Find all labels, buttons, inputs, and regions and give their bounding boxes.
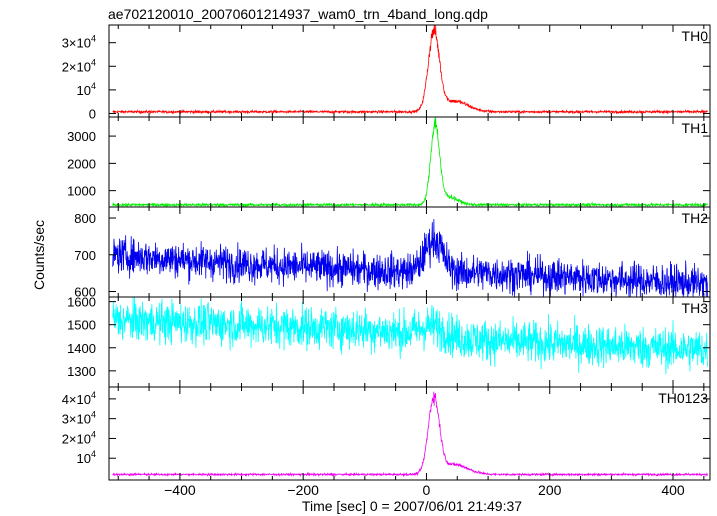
y-tick-label: 600 — [74, 284, 96, 299]
x-tick-label: −400 — [164, 482, 196, 498]
y-axis-label: Counts/sec — [31, 220, 47, 290]
y-tick-label: 2×104 — [62, 429, 96, 446]
figure-title: ae702120010_20070601214937_wam0_trn_4ban… — [108, 6, 488, 22]
y-tick-label: 3×104 — [62, 34, 96, 51]
panel-th2: 600 700 800 TH2 — [74, 206, 711, 299]
panel-th3: 1300 1400 1500 1600 TH3 — [67, 295, 711, 388]
y-tick-label: 2000 — [67, 156, 96, 171]
series-line-th0123 — [112, 391, 708, 478]
panel-name-th3: TH3 — [682, 300, 709, 316]
y-tick-label: 700 — [74, 248, 96, 263]
y-tick-label: 3000 — [67, 129, 96, 144]
series-line-th3 — [112, 297, 708, 375]
series-line-th0 — [112, 25, 708, 115]
y-tick-label: 0 — [89, 106, 96, 121]
panel-frame — [108, 24, 711, 118]
y-tick-label: 1300 — [67, 364, 96, 379]
panel-th0123: 104 2×104 3×104 4×104 TH0123 — [62, 386, 711, 481]
x-tick-label: 0 — [423, 482, 431, 498]
y-tick-label: 104 — [77, 81, 96, 98]
y-tick-label: 800 — [74, 211, 96, 226]
panel-name-th1: TH1 — [682, 120, 709, 136]
y-tick-label: 4×104 — [62, 390, 96, 407]
x-tick-labels: −400 −200 0 200 400 — [164, 482, 685, 498]
y-tick-label: 104 — [77, 449, 96, 466]
x-tick-label: 400 — [661, 482, 685, 498]
x-tick-label: 200 — [538, 482, 562, 498]
y-tick-label: 3×104 — [62, 410, 96, 427]
panel-name-th2: TH2 — [682, 210, 709, 226]
y-tick-label: 2×104 — [62, 57, 96, 74]
y-tick-label: 1500 — [67, 318, 96, 333]
y-tick-label: 1000 — [67, 184, 96, 199]
y-tick-label: 1600 — [67, 295, 96, 310]
y-tick-label: 1400 — [67, 341, 96, 356]
panel-name-th0123: TH0123 — [658, 390, 708, 406]
panel-th1: 1000 2000 3000 TH1 — [67, 116, 711, 208]
panel-th0: 0 104 2×104 3×104 TH0 — [62, 24, 711, 121]
series-line-th2 — [112, 219, 708, 297]
panel-frame — [108, 116, 711, 208]
panel-frame — [108, 386, 711, 481]
x-axis-label: Time [sec] 0 = 2007/06/01 21:49:37 — [302, 498, 522, 514]
panel-name-th0: TH0 — [682, 28, 709, 44]
series-line-th1 — [112, 117, 708, 208]
x-tick-label: −200 — [287, 482, 319, 498]
